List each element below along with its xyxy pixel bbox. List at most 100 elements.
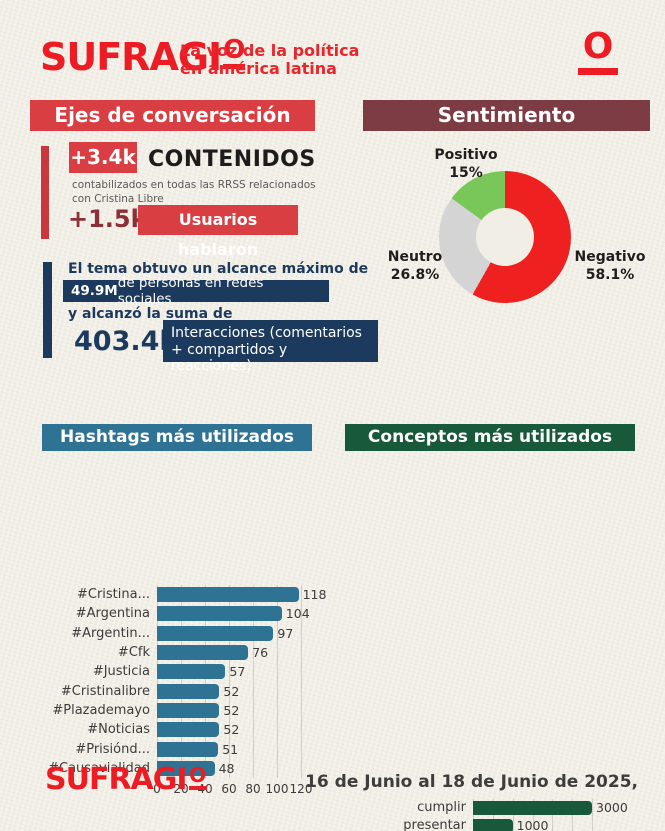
gridline [181,585,182,778]
value-label: 118 [302,587,327,603]
gridline [301,585,302,778]
chart-row: #Noticias 52 [38,720,328,739]
bar [157,683,220,699]
axis-tick-label: 120 [289,782,313,796]
axis-tick-label: 20 [173,782,189,796]
footer-logo-wordmark: SUFRAGI [45,762,188,797]
bar [157,645,249,661]
bar-track: 52 [157,720,239,739]
value-label: 104 [285,606,310,622]
donut-label-neutro: Neutro 26.8% [387,249,443,284]
section-title-conceptos: Conceptos más utilizados [345,424,635,451]
chart-row: #Cristinalibre 52 [38,681,328,700]
bar [157,760,215,776]
value-label: 76 [252,645,269,661]
donut-hole [476,208,534,266]
tagline-line1: La voz de la política [180,41,360,60]
sentiment-donut-chart [439,171,571,303]
chart-row: #Causavialidad 48 [38,759,328,778]
interactions-label-box: Interacciones (comentarios + compartidos… [163,320,378,374]
bar-track: 52 [157,681,239,700]
gridline [592,799,593,831]
gridline [552,799,554,831]
bar [473,800,592,815]
gridline [277,585,278,778]
users-count: +1.5k [68,205,147,233]
bar [473,818,513,831]
value-label: 52 [223,683,240,699]
bar-track: 3000 [473,799,628,817]
logo-o-icon: O [223,37,245,70]
sufragio-logo: SUFRAGI O [40,35,245,79]
bar-track: 57 [157,662,245,681]
gridline [532,799,534,831]
category-label: #Plazademayo [52,702,150,718]
bar-track: 118 [157,585,326,604]
concepts-bar-chart: cumplir3000presentar1000salir1000confirm… [345,799,645,831]
category-label: #Cristina... [76,587,150,603]
category-label: cumplir [417,800,466,816]
reach-intro-text: El tema obtuvo un alcance máximo de [68,261,369,277]
bar-track: 76 [157,643,268,662]
red-accent-bar [41,146,49,239]
bar [157,741,219,757]
bar [157,722,220,738]
value-label: 52 [223,722,240,738]
bar [157,702,220,718]
gridline [229,585,230,778]
category-label: #Cristinalibre [60,683,150,699]
footer-logo-o-icon: O [188,765,207,790]
gridline [512,799,514,831]
gridline [253,585,254,778]
value-label: 52 [223,702,240,718]
users-label-badge: Usuarios hablaron [138,205,298,259]
bar [157,587,299,603]
value-label: 1000 [516,818,549,831]
chart-row: presentar 1000 [345,817,645,831]
category-label: #Cfk [117,645,150,661]
chart-row: #Cfk 76 [38,643,328,662]
chart-row: #Plazademayo 52 [38,701,328,720]
date-range: 16 de Junio al 18 de Junio de 2025, [305,772,638,792]
category-label: #Prisiónd... [75,741,150,757]
category-label: #Noticias [87,722,150,738]
bar [157,625,274,641]
logo-wordmark: SUFRAGI [40,35,222,79]
brand-o-icon: O [578,28,618,76]
axis-tick-label: 60 [221,782,237,796]
bar-track: 97 [157,624,293,643]
reach-rest: de personas en redes sociales [117,275,264,307]
donut-label-positivo: Positivo 15% [434,147,498,182]
contents-count-badge: +3.4k [69,142,137,173]
axis-tick-label: 0 [153,782,161,796]
gridline [492,799,494,831]
value-label: 48 [218,760,235,776]
category-label: #Argentina [75,606,150,622]
reach-sum-text: y alcanzó la suma de [68,306,233,322]
reach-highlight-box: 49.9M de personas en redes sociales [63,275,329,307]
contents-caption: contabilizados en todas las RRSS relacio… [72,179,316,205]
tagline-line2: en américa latina [180,59,337,79]
gridline [473,799,474,831]
bar-track: 1000 [473,817,548,831]
section-title-hashtags: Hashtags más utilizados [42,424,312,451]
bar-track: 104 [157,604,310,623]
chart-row: #Prisiónd... 51 [38,739,328,758]
interactions-count: 403.4k [74,326,178,357]
reach-value: 49.9M [71,283,118,299]
gridline [157,585,158,778]
value-label: 97 [277,625,294,641]
section-title-sentimiento: Sentimiento [363,100,650,131]
axis-tick-label: 80 [245,782,261,796]
category-label: #Argentin... [71,625,150,641]
chart-row: #Argentina 104 [38,604,328,623]
navy-accent-bar [43,262,52,358]
gridline [572,799,574,831]
bar-track: 51 [157,739,238,758]
bar-track: 52 [157,701,239,720]
chart-row: #Cristina... 118 [38,585,328,604]
category-label: #Causavialidad [48,760,150,776]
donut-label-negativo: Negativo 58.1% [574,249,646,284]
chart-row: #Argentin... 97 [38,624,328,643]
